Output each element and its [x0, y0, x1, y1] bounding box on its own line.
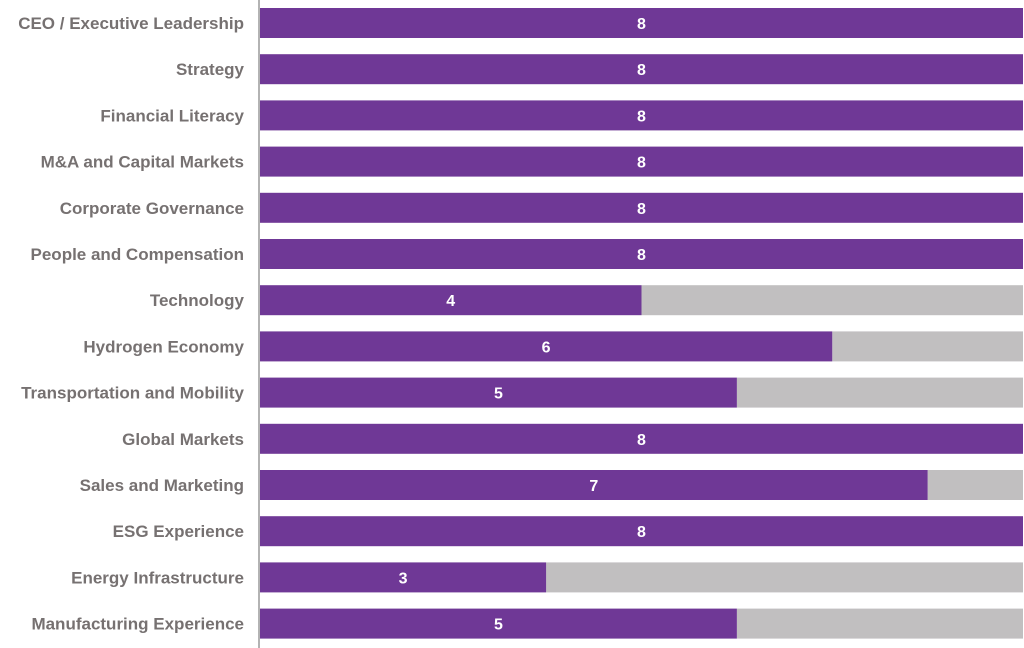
bar-value — [260, 423, 1023, 454]
category-label: CEO / Executive Leadership — [18, 14, 244, 33]
bar-value-label: 8 — [637, 155, 646, 172]
bar-value — [260, 239, 1023, 269]
bar-remainder — [832, 331, 1023, 362]
bar-value — [260, 377, 737, 408]
bar-remainder — [641, 285, 1023, 316]
category-label: Energy Infrastructure — [71, 568, 244, 587]
category-label: Manufacturing Experience — [31, 615, 244, 634]
category-label: ESG Experience — [113, 522, 244, 541]
bar-remainder — [546, 562, 1023, 593]
bar-value-label: 5 — [494, 617, 503, 634]
bars-layer — [260, 8, 1023, 639]
category-label: M&A and Capital Markets — [41, 153, 244, 172]
bar-value — [260, 331, 833, 362]
category-label: Hydrogen Economy — [83, 337, 244, 356]
bar-value — [260, 192, 1023, 223]
bar-value — [260, 516, 1023, 547]
bar-remainder — [736, 608, 1023, 639]
bar-value-label: 5 — [494, 386, 503, 403]
category-label: People and Compensation — [31, 245, 244, 264]
category-label: Financial Literacy — [100, 106, 244, 125]
bar-value-label: 8 — [637, 524, 646, 541]
bar-value-label: 3 — [399, 570, 408, 587]
category-label: Corporate Governance — [60, 199, 244, 218]
bar-remainder — [736, 377, 1023, 408]
category-label: Transportation and Mobility — [21, 384, 244, 403]
bar-value-label: 7 — [589, 478, 598, 495]
category-label: Global Markets — [122, 430, 244, 449]
bar-value — [260, 285, 642, 316]
bar-value — [260, 562, 547, 593]
bar-remainder — [927, 470, 1023, 500]
bar-value-label: 8 — [637, 201, 646, 218]
bar-value — [260, 8, 1023, 38]
labels-layer: 8 CEO / Executive Leadership 8 Strategy 8 Fin… — [18, 14, 646, 634]
category-label: Sales and Marketing — [80, 476, 244, 495]
category-label: Strategy — [176, 60, 245, 79]
bar-value — [260, 100, 1023, 131]
bar-value-label: 8 — [637, 247, 646, 264]
bar-value-label: 4 — [446, 293, 455, 310]
bar-value — [260, 470, 928, 500]
bar-value-label: 8 — [637, 62, 646, 79]
bar-value-label: 8 — [637, 108, 646, 125]
bar-value-label: 6 — [542, 339, 551, 356]
bar-value — [260, 146, 1023, 177]
bar-value — [260, 608, 737, 639]
bar-value-label: 8 — [637, 16, 646, 33]
bar-value — [260, 54, 1023, 85]
category-label: Technology — [150, 291, 245, 310]
bar-value-label: 8 — [637, 432, 646, 449]
